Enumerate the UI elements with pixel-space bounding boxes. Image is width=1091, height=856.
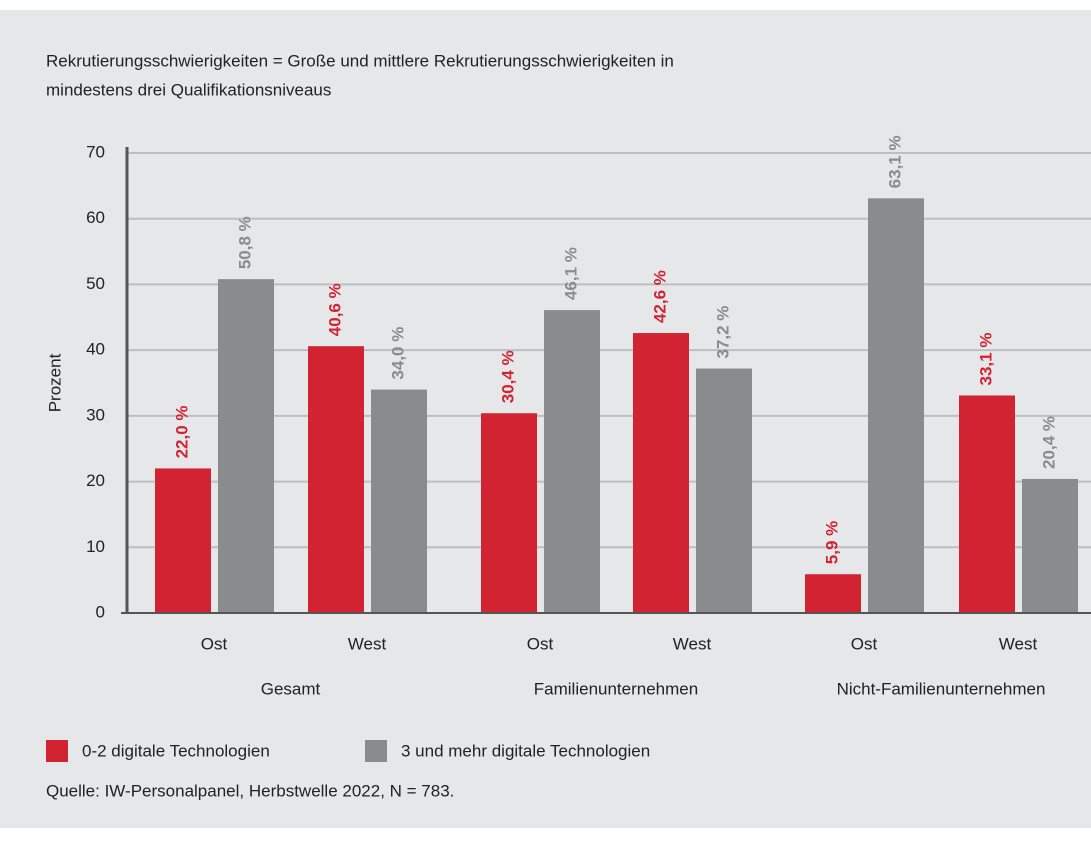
legend-label: 3 und mehr digitale Technologien [401,741,650,760]
y-tick-label: 40 [86,340,105,359]
value-label: 40,6 % [325,283,344,336]
bar [544,310,600,613]
value-label: 46,1 % [561,247,580,300]
bar [1022,478,1078,613]
chart-title: mindestens drei Qualifikationsniveaus [46,80,331,99]
legend-swatch [365,740,387,762]
bar [959,395,1015,613]
x-tick-label: West [999,634,1038,653]
y-tick-label: 60 [86,208,105,227]
value-label: 63,1 % [885,135,904,188]
legend-label: 0-2 digitale Technologien [82,741,270,760]
value-label: 5,9 % [822,521,841,564]
y-tick-label: 50 [86,274,105,293]
legend-swatch [46,740,68,762]
bar [308,346,364,613]
bar [633,333,689,613]
group-label: Gesamt [261,679,321,698]
value-label: 20,4 % [1039,416,1058,469]
y-tick-label: 0 [96,602,105,621]
bar [218,279,274,613]
bar [696,368,752,613]
source-note: Quelle: IW-Personalpanel, Herbstwelle 20… [46,781,454,800]
value-label: 22,0 % [172,405,191,458]
x-tick-label: Ost [527,634,554,653]
chart-title: Rekrutierungsschwierigkeiten = Große und… [46,51,674,70]
value-label: 37,2 % [713,306,732,359]
value-label: 50,8 % [235,216,254,269]
bar [155,468,211,613]
bar [868,198,924,614]
y-tick-label: 30 [86,405,105,424]
y-tick-label: 70 [86,142,105,161]
value-label: 34,0 % [388,327,407,380]
bar [481,413,537,613]
value-label: 42,6 % [650,270,669,323]
x-tick-label: West [673,634,712,653]
x-tick-label: West [348,634,387,653]
bar [805,574,861,613]
y-axis-label: Prozent [45,353,64,412]
x-tick-label: Ost [201,634,228,653]
group-label: Familienunternehmen [534,679,698,698]
x-tick-label: Ost [851,634,878,653]
value-label: 33,1 % [976,333,995,386]
bar [371,389,427,613]
y-tick-label: 20 [86,471,105,490]
group-label: Nicht-Familienunternehmen [837,679,1046,698]
y-tick-label: 10 [86,537,105,556]
value-label: 30,4 % [498,350,517,403]
